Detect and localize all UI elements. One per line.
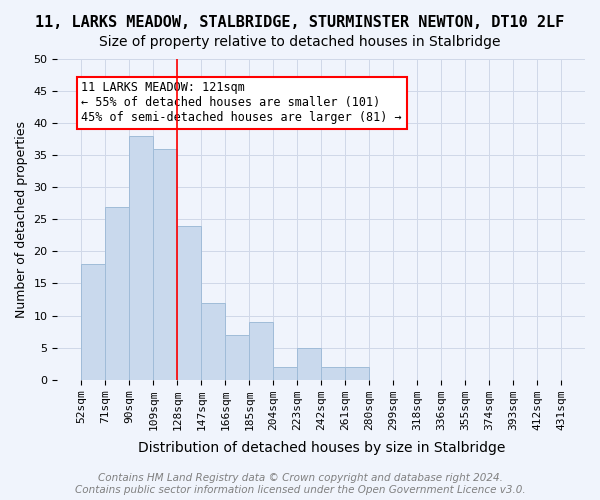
Y-axis label: Number of detached properties: Number of detached properties [15, 121, 28, 318]
Bar [106, 206, 130, 380]
Bar [178, 226, 201, 380]
Bar [249, 322, 273, 380]
Bar [321, 367, 345, 380]
Bar [345, 367, 369, 380]
Bar [273, 367, 297, 380]
Text: 11, LARKS MEADOW, STALBRIDGE, STURMINSTER NEWTON, DT10 2LF: 11, LARKS MEADOW, STALBRIDGE, STURMINSTE… [35, 15, 565, 30]
Bar [225, 335, 249, 380]
Bar [297, 348, 321, 380]
Bar [201, 302, 225, 380]
Text: Size of property relative to detached houses in Stalbridge: Size of property relative to detached ho… [99, 35, 501, 49]
Text: Contains HM Land Registry data © Crown copyright and database right 2024.
Contai: Contains HM Land Registry data © Crown c… [74, 474, 526, 495]
Bar [154, 149, 178, 380]
Bar [130, 136, 154, 380]
Bar [82, 264, 106, 380]
X-axis label: Distribution of detached houses by size in Stalbridge: Distribution of detached houses by size … [137, 441, 505, 455]
Text: 11 LARKS MEADOW: 121sqm
← 55% of detached houses are smaller (101)
45% of semi-d: 11 LARKS MEADOW: 121sqm ← 55% of detache… [82, 82, 402, 124]
